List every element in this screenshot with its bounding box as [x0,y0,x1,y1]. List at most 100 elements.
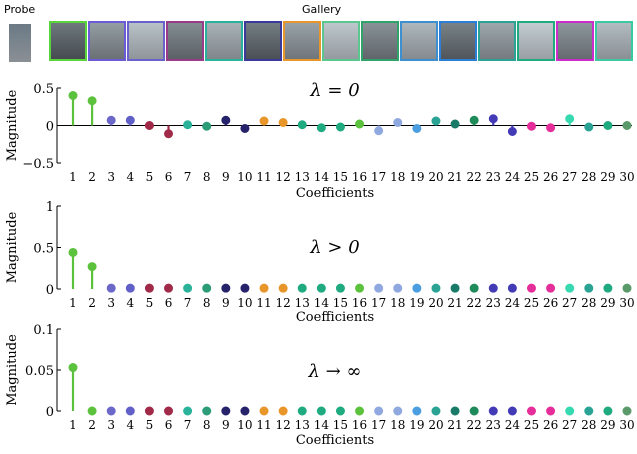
stem-marker [144,121,154,130]
stem-marker [603,121,613,130]
chart-title: λ = 0 [309,80,359,101]
gallery-thumbnail [88,21,126,61]
x-tick-label: 14 [314,170,330,184]
stem-marker [68,363,78,373]
stem-marker [355,283,365,293]
x-tick-label: 22 [467,296,482,310]
stem-marker [488,406,498,416]
y-tick-label: 0.1 [33,323,54,338]
x-tick-label: 24 [505,296,521,310]
stem-marker [278,283,288,293]
x-tick-label: 1 [69,296,77,310]
x-tick-label: 27 [562,296,577,310]
stem-marker [144,283,154,293]
gallery-thumbnail [322,21,360,61]
gallery-thumbnail [166,21,204,61]
stem-marker [278,118,288,127]
stem-marker [335,283,345,293]
stem-marker [183,283,193,293]
gallery-thumbnail [283,21,321,61]
stem-marker [450,406,460,416]
x-tick-label: 26 [543,170,558,184]
chart-title: λ > 0 [309,237,359,258]
x-tick-label: 28 [581,170,596,184]
stem-marker [431,406,441,416]
x-tick-label: 28 [581,296,596,310]
x-tick-label: 15 [333,170,348,184]
x-tick-label: 29 [600,170,615,184]
x-tick-label: 22 [467,170,482,184]
stem-marker [412,283,422,293]
x-tick-label: 2 [88,296,96,310]
x-tick-label: 6 [165,170,173,184]
x-tick-label: 19 [409,170,424,184]
x-tick-label: 12 [275,170,290,184]
stem-marker [68,91,78,100]
stem-marker [450,119,460,129]
x-axis-label: Coefficients [296,433,374,448]
stem-marker [374,406,384,416]
chart-title: λ → ∞ [308,361,362,382]
x-tick-label: 11 [256,418,271,432]
stem-marker [202,121,212,131]
x-tick-label: 16 [352,170,367,184]
stem-marker [221,406,231,416]
stem-marker [335,406,345,416]
y-tick-label: 0.05 [25,364,54,379]
stem-marker [565,283,575,293]
x-tick-label: 24 [505,170,521,184]
x-tick-label: 11 [256,170,271,184]
x-tick-label: 22 [467,418,482,432]
stem-marker [565,406,575,416]
stem-marker [374,126,384,136]
stem-marker [164,406,174,416]
gallery-label: Gallery [302,3,342,16]
stem-marker [603,283,613,293]
y-tick-label: 0 [46,405,54,420]
y-axis-label: Magnitude [5,211,20,283]
x-tick-label: 13 [295,170,310,184]
x-tick-label: 16 [352,296,367,310]
stem-marker [393,406,403,416]
stem-marker [316,123,326,133]
stem-marker [164,283,174,293]
stem-marker [202,283,212,293]
x-tick-label: 9 [222,170,230,184]
x-tick-label: 9 [222,296,230,310]
stem-marker [565,114,575,124]
x-tick-label: 30 [619,296,634,310]
x-tick-label: 8 [203,170,211,184]
x-tick-label: 26 [543,296,558,310]
stem-marker [431,283,441,293]
stem-marker [259,116,269,126]
gallery-thumbnail [478,21,516,61]
x-tick-label: 6 [165,418,173,432]
probe-label: Probe [4,3,36,16]
stem-marker [259,406,269,416]
stem-marker [297,406,307,416]
stem-marker [87,96,97,106]
stem-marker [469,115,479,125]
x-tick-label: 23 [486,170,501,184]
stem-marker [297,120,307,130]
stem-marker [355,119,365,129]
x-tick-label: 12 [275,296,290,310]
stem-marker [507,283,517,293]
stem-marker [259,283,269,293]
x-tick-label: 8 [203,296,211,310]
x-tick-label: 3 [107,170,115,184]
stem-marker [546,406,556,416]
x-axis-label: Coefficients [296,310,374,325]
stem-marker [87,406,97,416]
gallery-thumbnail [595,21,633,61]
stem-marker [278,406,288,416]
stem-marker [87,262,97,272]
x-tick-label: 3 [107,418,115,432]
stem-marker [297,283,307,293]
stem-marker [584,122,594,132]
y-tick-label: 0 [46,283,54,298]
x-tick-label: 11 [256,296,271,310]
x-tick-label: 2 [88,170,96,184]
x-tick-label: 13 [295,296,310,310]
y-tick-label: 0.5 [33,82,54,97]
